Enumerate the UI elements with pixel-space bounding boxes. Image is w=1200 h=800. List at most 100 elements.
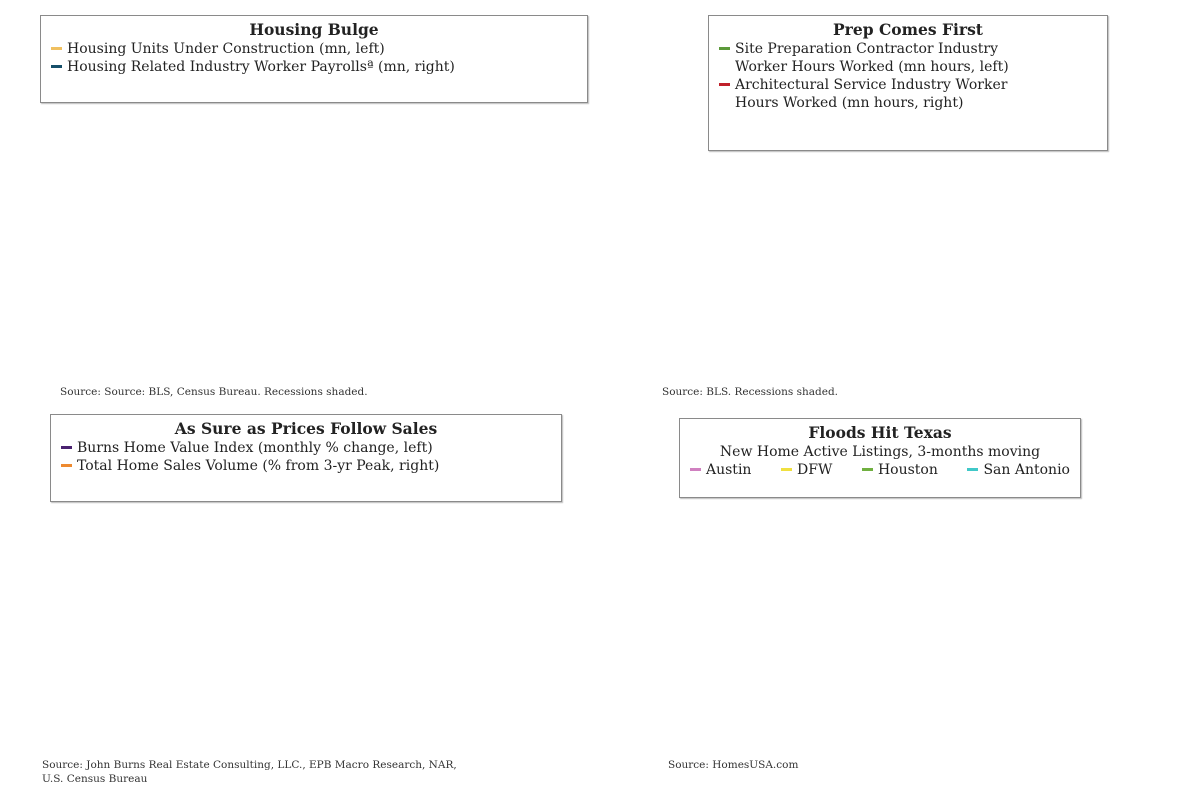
y-tick-label-right: 6.5 (562, 281, 583, 296)
series-line-site-preparation-contractor-industry-wor (649, 155, 1146, 331)
x-tick-label: ’10 (260, 724, 281, 739)
legend-item-site-prep: Site Preparation Contractor Industry (719, 40, 1097, 58)
legend-label: Housing Units Under Construction (mn, le… (67, 41, 385, 57)
y-tick-label-right: 7.5 (562, 217, 583, 232)
y-tick-label-left: 1.0 (23, 563, 44, 578)
chart-floods-hit-texas: Floods Hit Texas New Home Active Listing… (600, 400, 1200, 800)
y-tick-label-right: -40% (575, 668, 600, 683)
y-tick-label-right: -30% (575, 627, 600, 642)
y-tick-label-left: 7 (636, 344, 644, 359)
series-line-total-home-sales-volume-from-3-yr-peak-r (49, 508, 561, 705)
y-tick-label-left: 12 (627, 195, 644, 210)
y-tick-label-left: 9 (636, 285, 644, 300)
y-tick-label-right: 4.5 (1162, 309, 1183, 324)
y-tick-label: 2k (644, 677, 660, 692)
legend-swatch (51, 46, 62, 50)
chart-prices-follow-sales: As Sure as Prices Follow Sales Burns Hom… (0, 400, 600, 800)
x-tick-label: ’10 (857, 359, 878, 374)
chart-prep-comes-first: Prep Comes First Site Preparation Contra… (600, 0, 1200, 400)
y-tick-label-left: 10 (627, 255, 644, 270)
legend-label: Austin (706, 462, 752, 478)
x-tick-label: ’00 (40, 724, 61, 739)
x-tick-label: ’20 (476, 359, 497, 374)
x-tick-label: Sep 2020 (645, 731, 707, 746)
y-tick-label-right: 4.0 (1162, 344, 1183, 359)
y-tick-label-left: 13 (627, 166, 644, 181)
chart-title: Housing Bulge (249, 20, 379, 39)
series-line-architectural-service-industry-worker-ho (648, 167, 1146, 321)
legend-swatch (61, 463, 72, 467)
legend-item-housing-units: Housing Units Under Construction (mn, le… (51, 40, 577, 58)
y-tick-label-right: -50% (575, 709, 600, 724)
legend-label: Architectural Service Industry Worker (735, 77, 1008, 93)
y-tick-label: 8k (644, 560, 660, 575)
y-tick-label-right: 8.5 (562, 154, 583, 169)
recession-shading (488, 128, 495, 350)
legend-item-site-prep-line2: Worker Hours Worked (mn hours, left) (719, 58, 1097, 76)
legend-item-san-antonio: San Antonio (967, 461, 1070, 479)
legend-item-worker-payrolls: Housing Related Industry Worker Payrolls… (51, 58, 577, 76)
source-note: Source: John Burns Real Estate Consultin… (42, 758, 457, 786)
y-tick-label-left: 11 (627, 225, 644, 240)
series-line-housing-units-under-construction-mn-left (54, 140, 545, 337)
chart-title: Prep Comes First (833, 20, 983, 39)
recession-shading (676, 142, 692, 350)
y-tick-label-left: 0 (36, 621, 44, 636)
recession-shading (225, 128, 260, 350)
y-tick-label-left: 0.3 (28, 344, 49, 359)
y-tick-label-left: 1.2 (28, 211, 49, 226)
y-tick-label-left: 8 (636, 314, 644, 329)
legend-swatch (861, 467, 873, 471)
y-tick-label-right: -20% (575, 586, 600, 601)
x-tick-label: ’15 (370, 724, 391, 739)
x-tick-label: ’05 (748, 359, 769, 374)
y-tick-label-left: 1.5 (23, 533, 44, 548)
legend-swatch (967, 467, 979, 471)
y-tick-label-right: 8.0 (562, 185, 583, 200)
legend-swatch (781, 467, 793, 471)
recession-shading (80, 128, 96, 350)
y-tick-label-right: 6.0 (1162, 205, 1183, 220)
legend-row: Austin DFW Houston San Antonio (690, 461, 1070, 479)
source-note: Source: BLS. Recessions shaded. (662, 386, 839, 398)
y-tick-label-left: 14 (627, 136, 644, 151)
legend-prices-follow-sales: As Sure as Prices Follow Sales Burns Hom… (50, 414, 562, 502)
series-line-austin (675, 645, 1153, 709)
legend-swatch (61, 445, 72, 449)
y-tick-label-left: 1.5 (28, 166, 49, 181)
source-line-1: Source: John Burns Real Estate Consultin… (42, 759, 457, 771)
x-tick-label: ’00 (640, 359, 661, 374)
legend-swatch (719, 82, 730, 86)
y-tick-label-left: 0.9 (28, 255, 49, 270)
legend-label: Total Home Sales Volume (% from 3-yr Pea… (77, 458, 440, 474)
legend-item-houston: Houston (861, 461, 938, 479)
y-tick-label-right: 6.5 (1162, 171, 1183, 186)
recession-shading (821, 142, 857, 350)
x-tick-label: ’15 (966, 359, 987, 374)
y-tick-label-right: -10% (575, 545, 600, 560)
source-note: Source: Source: BLS, Census Bureau. Rece… (60, 386, 368, 398)
y-tick-label-right: 6.0 (562, 312, 583, 327)
y-tick-label-left: -0.5 (19, 650, 44, 665)
legend-label: Houston (877, 462, 938, 478)
y-tick-label: 10k (636, 522, 661, 537)
y-tick-label-right: 5.0 (1162, 275, 1183, 290)
legend-label: San Antonio (983, 462, 1070, 478)
legend-label: Burns Home Value Index (monthly % change… (77, 440, 433, 456)
y-tick-label-left: -1.0 (19, 680, 44, 695)
series-line-houston (675, 516, 1153, 606)
x-tick-label: Sep 2021 (883, 731, 945, 746)
legend-housing-bulge: Housing Bulge Housing Units Under Constr… (40, 15, 588, 103)
x-tick-label: ’05 (152, 359, 173, 374)
legend-item-architectural: Architectural Service Industry Worker (719, 76, 1097, 94)
x-tick-label: ’15 (368, 359, 389, 374)
x-tick-label: ’05 (150, 724, 171, 739)
source-note: Source: HomesUSA.com (668, 759, 799, 771)
chart-subtitle: New Home Active Listings, 3-months movin… (719, 444, 1041, 460)
series-line-san-antonio (675, 652, 1153, 694)
y-tick-label: 4k (644, 638, 660, 653)
x-tick-label: ’00 (45, 359, 66, 374)
series-line-burns-home-value-index-monthly-change-le (49, 520, 565, 699)
x-tick-label: ’10 (260, 359, 281, 374)
legend-label: Worker Hours Worked (mn hours, left) (735, 59, 1009, 75)
